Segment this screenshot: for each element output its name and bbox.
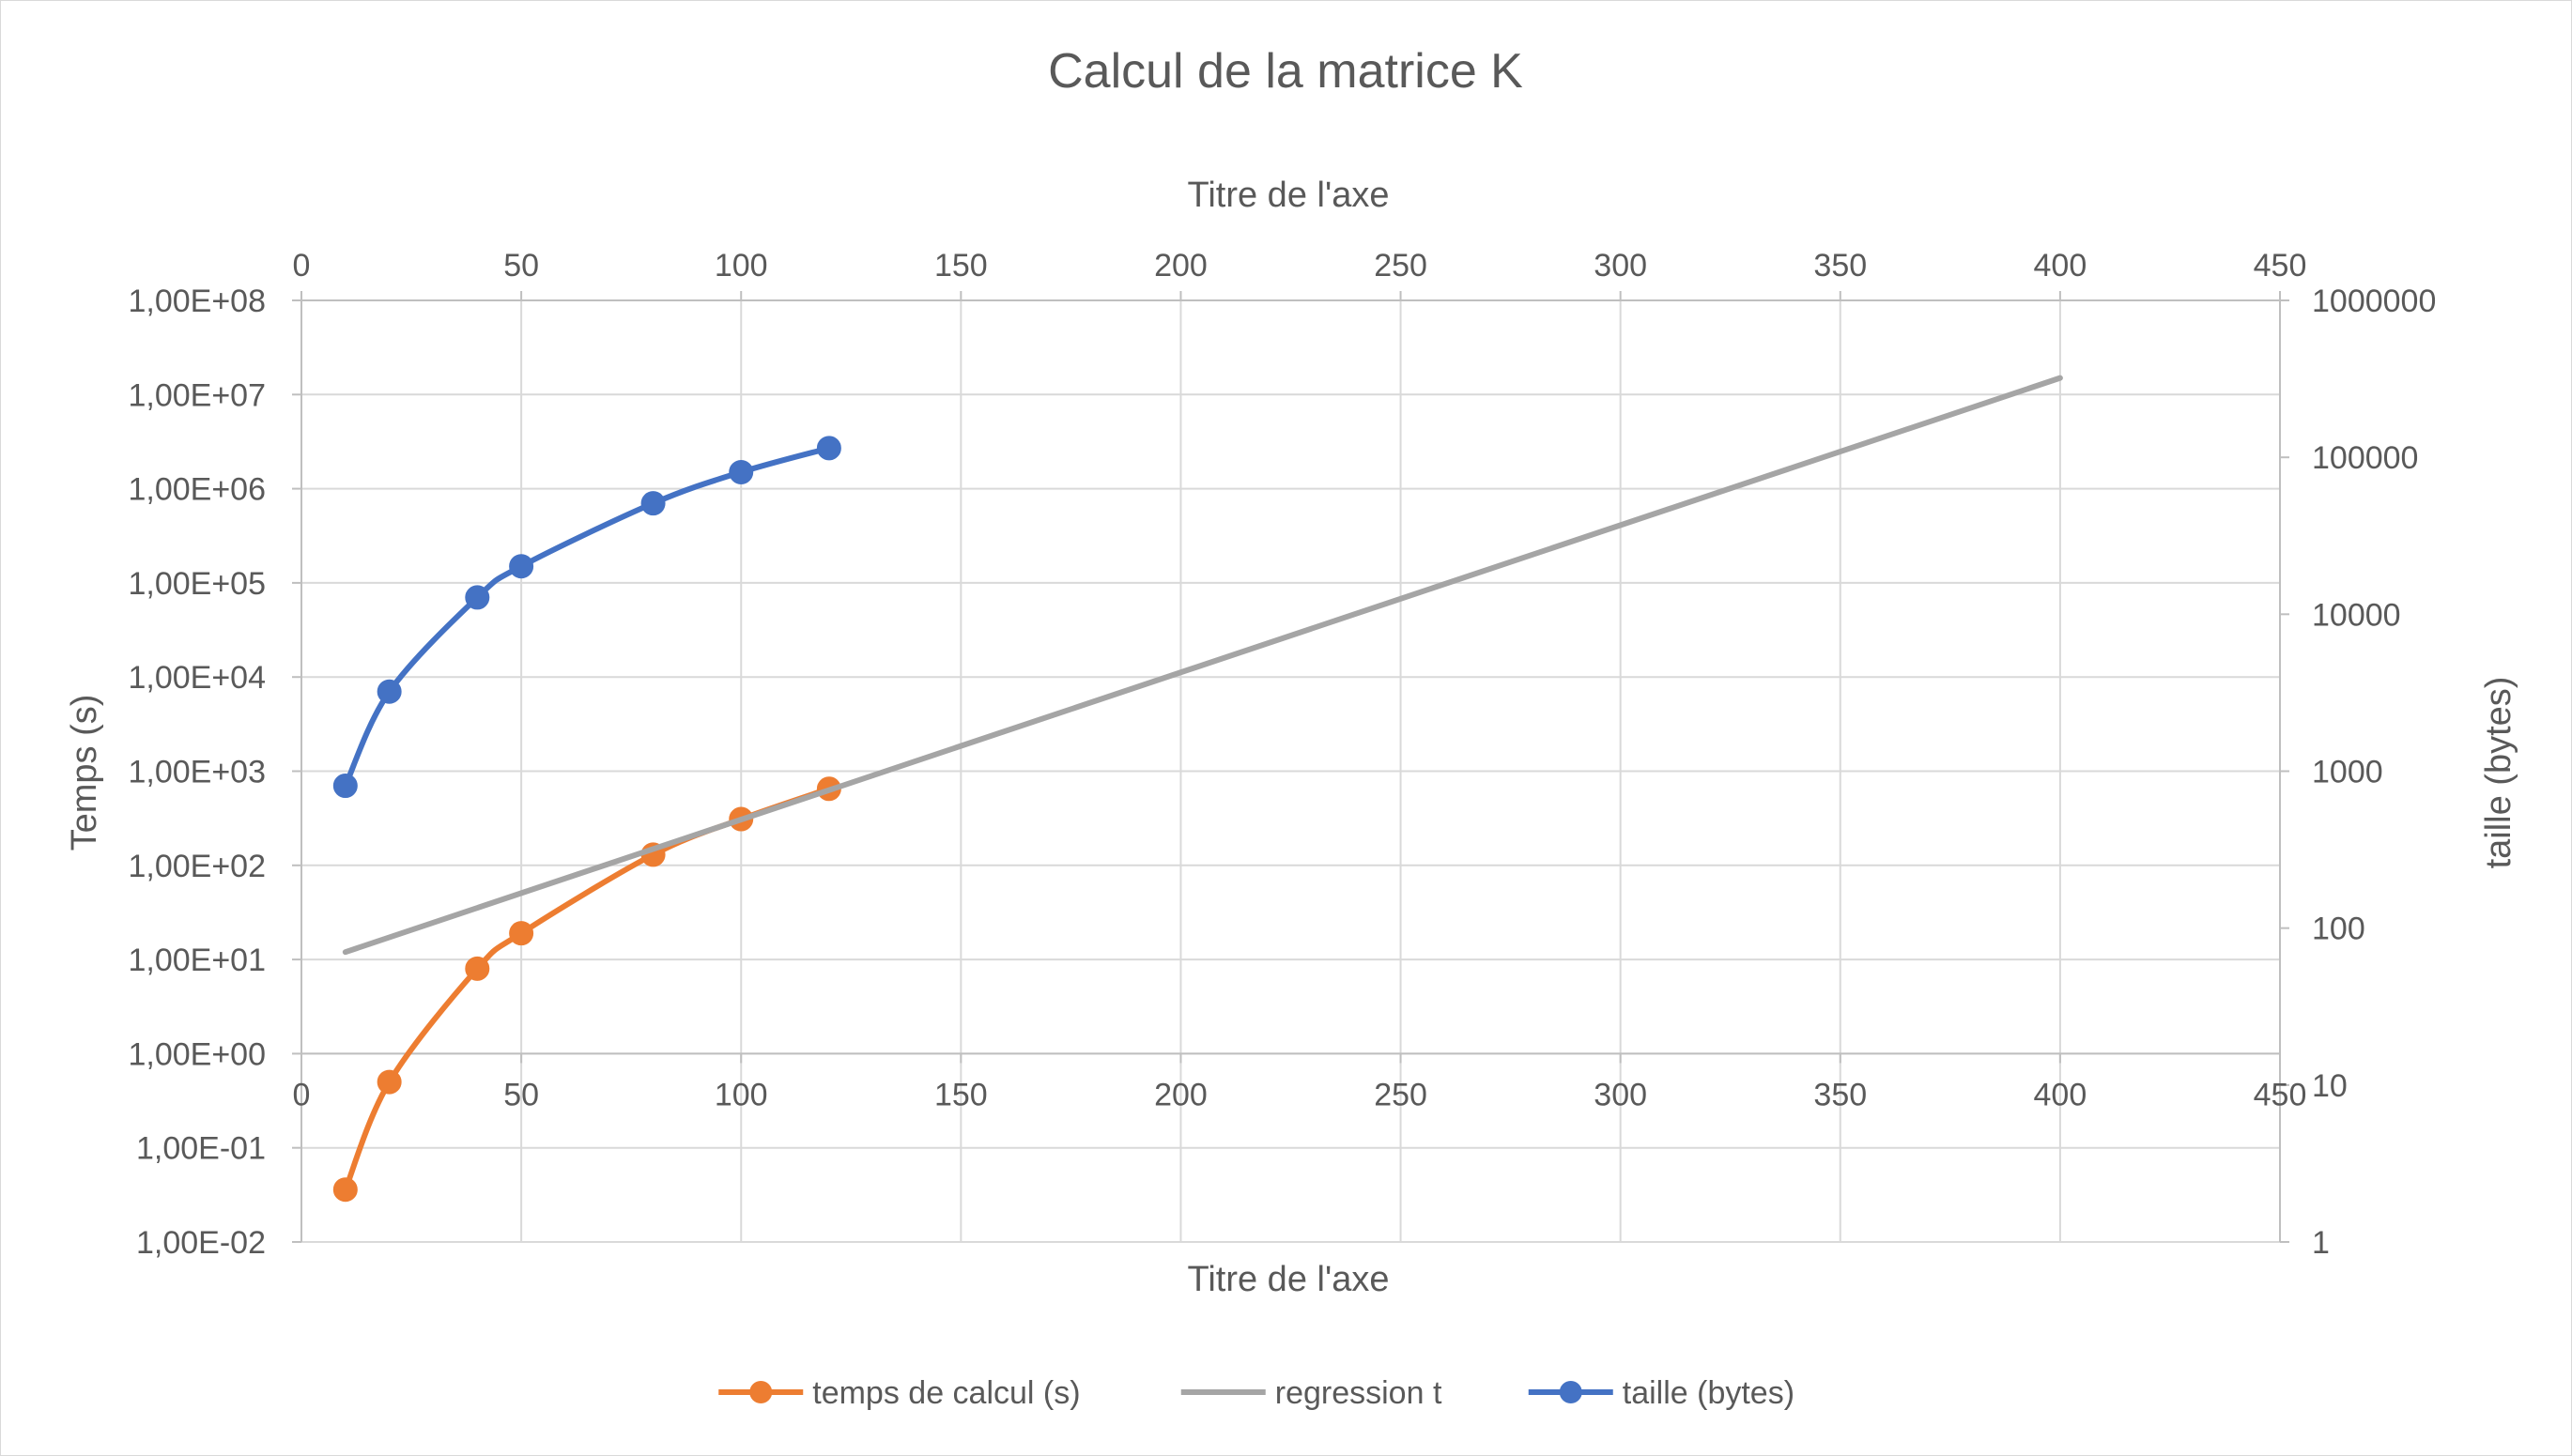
legend-item: taille (bytes): [1528, 1375, 1794, 1411]
data-point: [640, 491, 666, 516]
x-bottom-tick-label: 150: [934, 1077, 988, 1112]
y-right-tick-label: 1000000: [2312, 284, 2436, 319]
series-2: [332, 436, 841, 799]
series-group: [332, 375, 2063, 1203]
x-top-tick-label: 150: [934, 248, 988, 284]
x-top-tick-label: 450: [2254, 248, 2307, 284]
y-right-tick-label: 100000: [2312, 440, 2418, 476]
x-top-tick-label: 350: [1813, 248, 1867, 284]
data-point: [509, 554, 534, 579]
axes: [292, 291, 2289, 1243]
data-point: [332, 774, 358, 799]
data-point: [377, 1069, 402, 1095]
x-top-tick-label: 250: [1374, 248, 1427, 284]
x-bottom-tick-label: 100: [715, 1077, 768, 1112]
y-axis-title-left: Temps (s): [65, 695, 104, 851]
x-top-tick-label: 400: [2034, 248, 2087, 284]
y-right-tick-label: 10: [2312, 1068, 2348, 1104]
y-left-tick-label: 1,00E+06: [128, 472, 266, 508]
y-left-tick-label: 1,00E+05: [128, 566, 266, 602]
data-point: [729, 459, 754, 484]
x-bottom-tick-label: 300: [1594, 1077, 1647, 1112]
series-line: [342, 375, 2063, 956]
legend-marker: [1559, 1381, 1582, 1403]
series-1: [342, 375, 2063, 956]
y-left-tick-label: 1,00E+02: [128, 849, 266, 884]
data-point: [465, 956, 490, 981]
legend-item: temps de calcul (s): [718, 1375, 1081, 1411]
tick-labels: 0 0 50 50 100 100 150 150 200 200 250 250 300 300 350 3…: [128, 248, 2436, 1261]
y-left-tick-label: 1,00E+00: [128, 1036, 266, 1072]
legend-marker: [749, 1381, 773, 1403]
data-point: [332, 1177, 358, 1203]
x-top-tick-label: 200: [1154, 248, 1208, 284]
x-top-tick-label: 300: [1594, 248, 1647, 284]
x-axis-title-top: Titre de l'axe: [1188, 176, 1390, 215]
y-left-tick-label: 1,00E+01: [128, 943, 266, 978]
legend-label: taille (bytes): [1623, 1375, 1794, 1411]
y-left-tick-label: 1,00E-02: [136, 1225, 266, 1261]
y-left-tick-label: 1,00E+03: [128, 755, 266, 790]
x-bottom-tick-label: 50: [503, 1077, 539, 1112]
x-top-tick-label: 0: [293, 248, 311, 284]
data-point: [509, 921, 534, 946]
x-bottom-tick-label: 200: [1154, 1077, 1208, 1112]
chart-title: Calcul de la matrice K: [1048, 44, 1523, 99]
x-axis-title-bottom: Titre de l'axe: [1188, 1260, 1390, 1299]
y-left-tick-label: 1,00E+08: [128, 284, 266, 319]
y-left-tick-label: 1,00E+07: [128, 377, 266, 413]
legend: temps de calcul (s) regression t taille (b…: [718, 1375, 1794, 1411]
x-top-tick-label: 100: [715, 248, 768, 284]
x-bottom-tick-label: 350: [1813, 1077, 1867, 1112]
y-right-tick-label: 10000: [2312, 597, 2401, 633]
y-left-tick-label: 1,00E-01: [136, 1131, 266, 1167]
x-bottom-tick-label: 0: [293, 1077, 311, 1112]
y-right-tick-label: 1: [2312, 1225, 2330, 1261]
x-bottom-tick-label: 450: [2254, 1077, 2307, 1112]
legend-label: regression t: [1275, 1375, 1442, 1411]
y-left-tick-label: 1,00E+04: [128, 660, 266, 696]
x-top-tick-label: 50: [503, 248, 539, 284]
y-right-tick-label: 1000: [2312, 755, 2383, 790]
data-point: [377, 679, 402, 704]
x-bottom-tick-label: 250: [1374, 1077, 1427, 1112]
legend-item: regression t: [1180, 1375, 1442, 1411]
x-bottom-tick-label: 400: [2034, 1077, 2087, 1112]
y-axis-title-right: taille (bytes): [2479, 677, 2518, 869]
y-right-tick-label: 100: [2312, 912, 2365, 947]
data-point: [465, 585, 490, 610]
legend-label: temps de calcul (s): [812, 1375, 1080, 1411]
data-point: [816, 436, 841, 461]
